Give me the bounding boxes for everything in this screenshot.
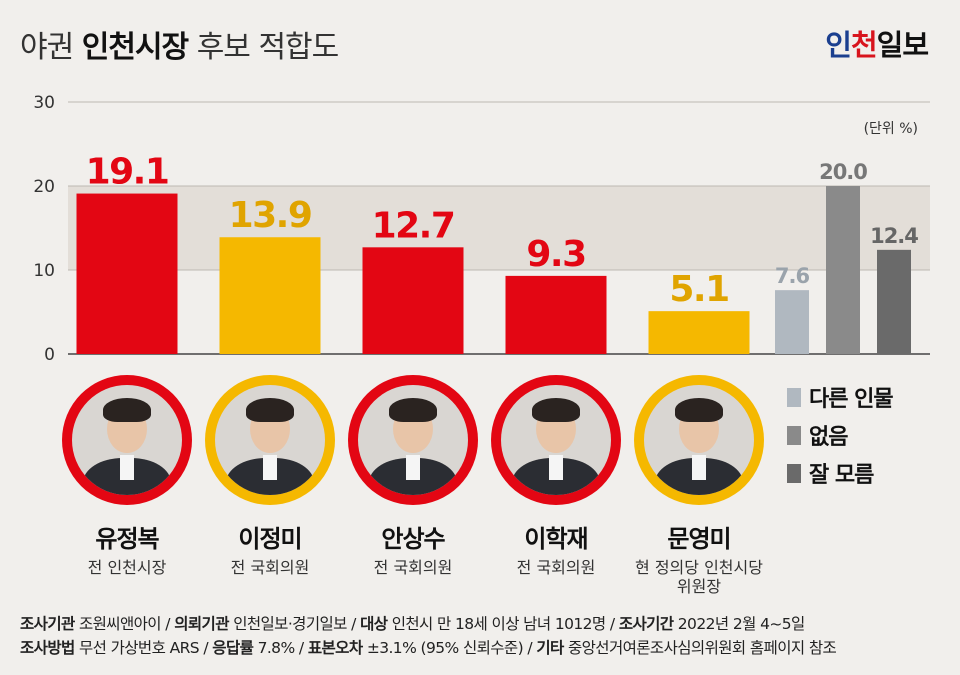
legend-swatch-none: [787, 425, 801, 445]
legend-label-dontknow: 잘 모름: [809, 463, 874, 488]
candidate-role: 전 국회의원: [516, 558, 596, 577]
bar: [362, 247, 464, 354]
footer-key: 의뢰기관: [174, 615, 229, 633]
bar: [648, 311, 750, 354]
candidate-role: 전 국회의원: [230, 558, 310, 577]
title-bold: 인천시장: [81, 30, 189, 65]
data-label: 12.4: [870, 224, 918, 248]
data-label: 9.3: [526, 234, 585, 275]
footer-value: 조원씨앤아이 /: [78, 615, 171, 633]
brand-logo: 인천일보: [825, 28, 929, 62]
bar: [826, 186, 860, 354]
page-title: 야권 인천시장 후보 적합도: [20, 22, 340, 66]
legend-item-dontknow: 잘 모름: [787, 454, 893, 492]
data-label: 7.6: [775, 264, 810, 288]
candidate-role: 전 인천시장: [87, 558, 167, 577]
footer-value: 인천시 만 18세 이상 남녀 1012명 /: [391, 615, 615, 633]
bar: [877, 249, 911, 354]
unit-label: (단위 %): [864, 121, 918, 137]
footer-key: 조사방법: [20, 639, 75, 657]
candidate-photo: [348, 375, 478, 505]
candidate-photo: [205, 375, 335, 505]
bar-chart: 0 10 20 30 (단위 %) 19.1 13.9 12.7 9.3 5.1 7.6 20.0 12…: [33, 93, 930, 365]
data-label: 19.1: [86, 152, 169, 193]
candidate-name: 문영미: [667, 525, 731, 553]
y-tick-label: 10: [33, 261, 55, 281]
title-prefix: 야권: [20, 30, 74, 65]
candidate-name: 안상수: [381, 525, 445, 553]
legend-label-none: 없음: [809, 425, 848, 450]
y-tick-label: 30: [33, 93, 55, 113]
footer-value: 무선 가상번호 ARS /: [78, 639, 209, 657]
bar: [775, 290, 809, 354]
y-tick-label: 0: [44, 345, 55, 365]
footer-key: 대상: [360, 615, 388, 633]
data-label: 20.0: [819, 160, 867, 184]
data-label: 13.9: [229, 195, 312, 236]
footer-key: 표본오차: [307, 639, 363, 657]
y-tick-label: 20: [33, 177, 55, 197]
footer-value: 2022년 2월 4~5일: [677, 615, 805, 633]
footer-value: 중앙선거여론조사심의위원회 홈페이지 참조: [567, 639, 837, 657]
band-10-20: [68, 186, 930, 270]
legend-item-none: 없음: [787, 416, 893, 454]
survey-footer: 조사기관 조원씨앤아이 / 의뢰기관 인천일보·경기일보 / 대상 인천시 만 …: [20, 612, 945, 660]
legend-label-other: 다른 인물: [809, 387, 894, 412]
candidate-role: 현 정의당 인천시당 위원장: [635, 558, 763, 597]
candidate-role: 전 국회의원: [373, 558, 453, 577]
title-suffix: 후보 적합도: [196, 30, 340, 65]
footer-line-2: 조사방법 무선 가상번호 ARS / 응답률 7.8% / 표본오차 ±3.1%…: [20, 636, 945, 660]
candidate-photo: [634, 375, 764, 505]
candidate-name: 이정미: [238, 525, 302, 553]
footer-key: 조사기간: [618, 615, 674, 633]
bar: [76, 193, 178, 354]
candidate-photo: [491, 375, 621, 505]
candidate-name: 이학재: [524, 525, 588, 553]
legend-swatch-other: [787, 387, 801, 407]
data-label: 12.7: [372, 205, 455, 246]
candidate-photo: [62, 375, 192, 505]
data-label: 5.1: [669, 269, 728, 310]
footer-value: 7.8% /: [257, 639, 305, 657]
footer-value: ±3.1% (95% 신뢰수준) /: [366, 639, 533, 657]
footer-key: 응답률: [212, 639, 254, 657]
bar: [219, 237, 321, 354]
legend-item-other: 다른 인물: [787, 378, 894, 416]
candidate-name: 유정복: [95, 525, 159, 553]
footer-line-1: 조사기관 조원씨앤아이 / 의뢰기관 인천일보·경기일보 / 대상 인천시 만 …: [20, 612, 945, 636]
footer-key: 기타: [536, 639, 564, 657]
legend-swatch-dontknow: [787, 463, 801, 483]
bar: [505, 275, 607, 354]
footer-value: 인천일보·경기일보 /: [233, 615, 356, 633]
footer-key: 조사기관: [20, 615, 75, 633]
legend: 다른 인물 없음 잘 모름: [787, 378, 894, 492]
